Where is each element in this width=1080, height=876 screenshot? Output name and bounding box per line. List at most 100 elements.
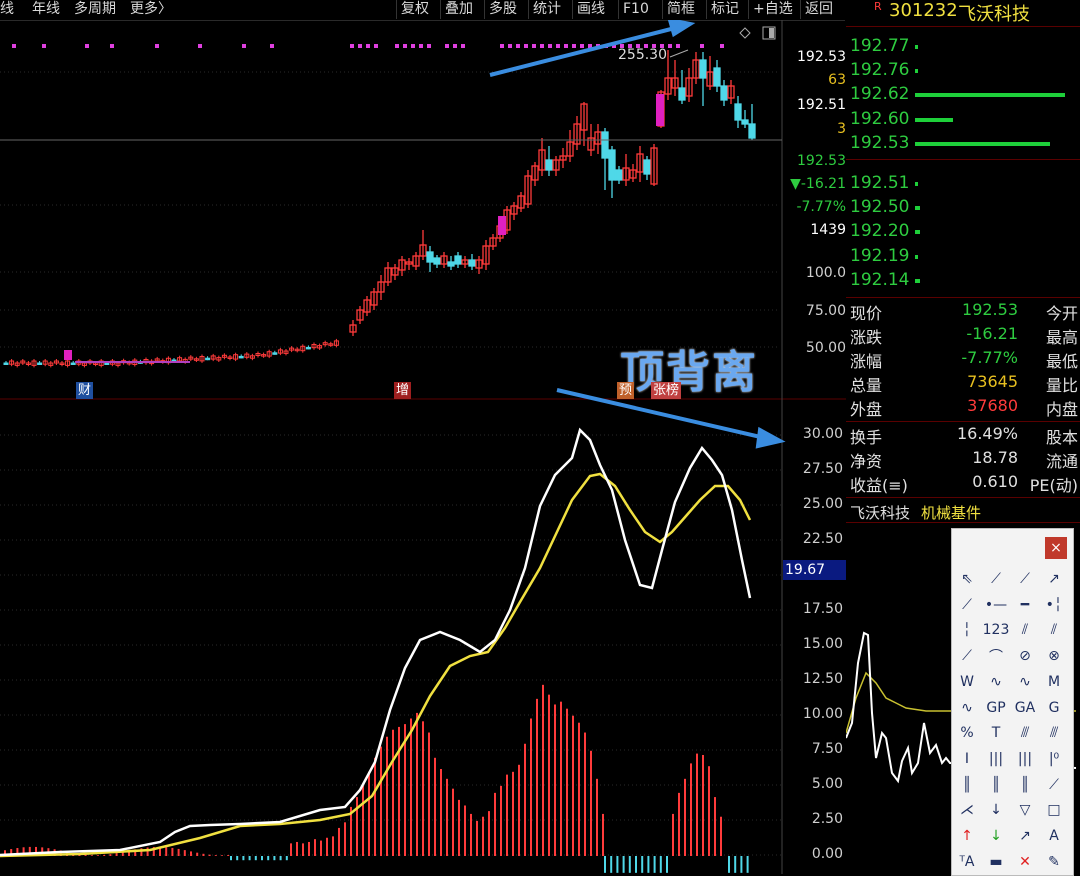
toolbar-btn-multistock[interactable]: 多股 <box>484 0 521 19</box>
gann-fan-icon[interactable]: ⫻ <box>1049 725 1059 742</box>
chart-canvas[interactable] <box>0 20 846 874</box>
fib-time-icon[interactable]: ||| <box>1017 750 1033 767</box>
percent-icon[interactable]: % <box>960 725 974 742</box>
triangle-icon[interactable]: ▽ <box>1019 802 1031 819</box>
indicator-axis-label: 12.50 <box>802 671 843 687</box>
toolbar-item-multiperiod[interactable]: 多周期 <box>74 1 116 17</box>
q-icon[interactable]: |⁰ <box>1048 750 1060 767</box>
paint-icon[interactable]: ✎ <box>1048 853 1060 870</box>
arc-icon[interactable]: ⌒ <box>989 649 1003 666</box>
text-arrow-icon[interactable]: ↗ <box>1019 828 1031 844</box>
ga-icon[interactable]: GA <box>1014 699 1036 716</box>
toolbar-item-more[interactable]: 更多〉 <box>130 1 172 17</box>
bracket-icon[interactable]: Ⅰ <box>964 750 970 767</box>
rect-icon[interactable]: □ <box>1047 802 1061 819</box>
quote-value: 192.53 <box>962 300 1018 319</box>
indicator-axis-label: 30.00 <box>802 426 843 442</box>
wave2-icon[interactable]: ∿ <box>961 699 973 716</box>
gp-icon[interactable]: GP <box>986 699 1006 716</box>
cursor-icon[interactable]: ⇖ <box>961 571 973 587</box>
text-a-icon[interactable]: A <box>1049 828 1059 844</box>
quote-label-2: 内盘 <box>1045 400 1078 419</box>
channel-icon[interactable]: ⫽ <box>1050 622 1058 639</box>
toolbar-btn-draw[interactable]: 画线 <box>572 0 609 19</box>
bars-icon[interactable]: ║ <box>962 776 972 793</box>
palette-close-button[interactable]: × <box>1045 537 1067 559</box>
sector-name[interactable]: 机械基件 <box>921 504 982 522</box>
indicator-axis-label: 7.50 <box>811 741 843 757</box>
circle-icon[interactable]: ⊘ <box>1019 648 1031 665</box>
t-icon[interactable]: T <box>991 725 1001 742</box>
depth-price[interactable]: 192.76 <box>850 60 910 81</box>
zigzag-icon[interactable]: ∿ <box>1019 673 1031 690</box>
label-123-icon[interactable]: 123 <box>982 622 1010 639</box>
depth-price[interactable]: 192.20 <box>850 221 910 242</box>
green-arrow-down-icon[interactable]: ↓ <box>990 828 1002 844</box>
vline-dot-icon[interactable]: •╎ <box>1045 596 1063 613</box>
stock-name[interactable]: 飞沃科技 <box>958 4 1030 25</box>
axis-label-50: 50.00 <box>805 340 846 356</box>
depth-price[interactable]: 192.51 <box>850 173 910 193</box>
axis-label-vol-2: 3 <box>837 121 846 137</box>
toolbar-btn-simple[interactable]: 简框 <box>662 0 699 19</box>
quote-label-2: 最低 <box>1045 352 1078 371</box>
quote-label: 收益(≡) <box>850 476 908 495</box>
quote-row: 总量 73645 量比 <box>846 372 1080 396</box>
depth-price[interactable]: 192.60 <box>850 108 910 129</box>
down-arrow-icon[interactable]: ↓ <box>990 802 1002 819</box>
depth-price[interactable]: 192.14 <box>850 269 910 290</box>
hline-icon[interactable]: ━ <box>1020 596 1030 613</box>
bars2-icon[interactable]: ║ <box>991 776 1001 793</box>
depth-price[interactable]: 192.77 <box>850 36 910 56</box>
quote-value: 18.78 <box>972 448 1018 467</box>
eraser-icon[interactable]: ▬ <box>989 853 1003 870</box>
indicator-axis-label: 2.50 <box>811 811 843 827</box>
fib-icon[interactable]: ⟋ <box>962 648 972 665</box>
axis-label-vol: 63 <box>828 72 846 88</box>
line-icon[interactable]: ⟋ <box>991 571 1001 587</box>
bars3-icon[interactable]: ║ <box>1020 776 1030 793</box>
event-tag-increase[interactable]: 增 <box>394 382 412 399</box>
wave-icon[interactable]: ∿ <box>990 673 1002 690</box>
arrow-line-icon[interactable]: ↗ <box>1048 571 1060 587</box>
toolbar-btn-restore[interactable]: 复权 <box>396 0 433 19</box>
gann-lines-icon[interactable]: ⫻ <box>1020 725 1030 742</box>
depth-volume-bar <box>915 182 918 186</box>
parallel-icon[interactable]: ⫽ <box>1021 622 1029 639</box>
delete-icon[interactable]: ✕ <box>1019 853 1031 870</box>
g-icon[interactable]: G <box>1048 699 1060 716</box>
red-arrow-up-icon[interactable]: ↑ <box>961 828 973 844</box>
depth-price[interactable]: 192.19 <box>850 245 910 266</box>
event-tag-finance[interactable]: 财 <box>76 382 94 399</box>
toolbar-item-year[interactable]: 年线 <box>32 1 60 17</box>
depth-price[interactable]: 192.53 <box>850 132 910 153</box>
toolbar-btn-overlay[interactable]: 叠加 <box>440 0 477 19</box>
toolbar-btn-add-watch[interactable]: +自选 <box>748 0 797 19</box>
quote-label: 涨跌 <box>850 328 883 347</box>
vline-icon[interactable]: ╎ <box>962 622 972 639</box>
ellipse-icon[interactable]: ⊗ <box>1048 648 1060 665</box>
depth-price[interactable]: 192.50 <box>850 197 910 218</box>
w-pattern-icon[interactable]: W <box>960 673 974 690</box>
stock-code[interactable]: 301232 <box>889 0 958 21</box>
period-lines-icon[interactable]: ||| <box>988 750 1004 767</box>
axis-label-change-pct: -7.77% <box>796 199 846 215</box>
axis-label-change: ▼-16.21 <box>790 176 846 192</box>
toolbar-btn-mark[interactable]: 标记 <box>706 0 743 19</box>
toolbar-item-line[interactable]: 线 <box>0 1 14 17</box>
ray-icon[interactable]: ⟋ <box>1020 571 1030 587</box>
depth-price[interactable]: 192.62 <box>850 84 910 105</box>
axis-label-75: 75.00 <box>805 303 846 319</box>
toolbar-btn-f10[interactable]: F10 <box>618 0 653 19</box>
dot-line-icon[interactable]: •— <box>984 596 1008 613</box>
text-size-icon[interactable]: ᵀA <box>959 853 975 870</box>
fan2-icon[interactable]: ⋌ <box>960 802 974 819</box>
high-price-label: 255.30 <box>618 47 667 63</box>
toolbar-btn-back[interactable]: 返回 <box>800 0 837 19</box>
event-tag-forecast[interactable]: 预 <box>617 382 635 399</box>
event-tag-limit-board[interactable]: 张榜 <box>651 382 682 399</box>
toolbar-btn-stats[interactable]: 统计 <box>528 0 565 19</box>
m-pattern-icon[interactable]: M <box>1047 673 1061 690</box>
fan-icon[interactable]: ⟋ <box>1049 776 1059 793</box>
segment-icon[interactable]: ⟋ <box>962 596 972 613</box>
